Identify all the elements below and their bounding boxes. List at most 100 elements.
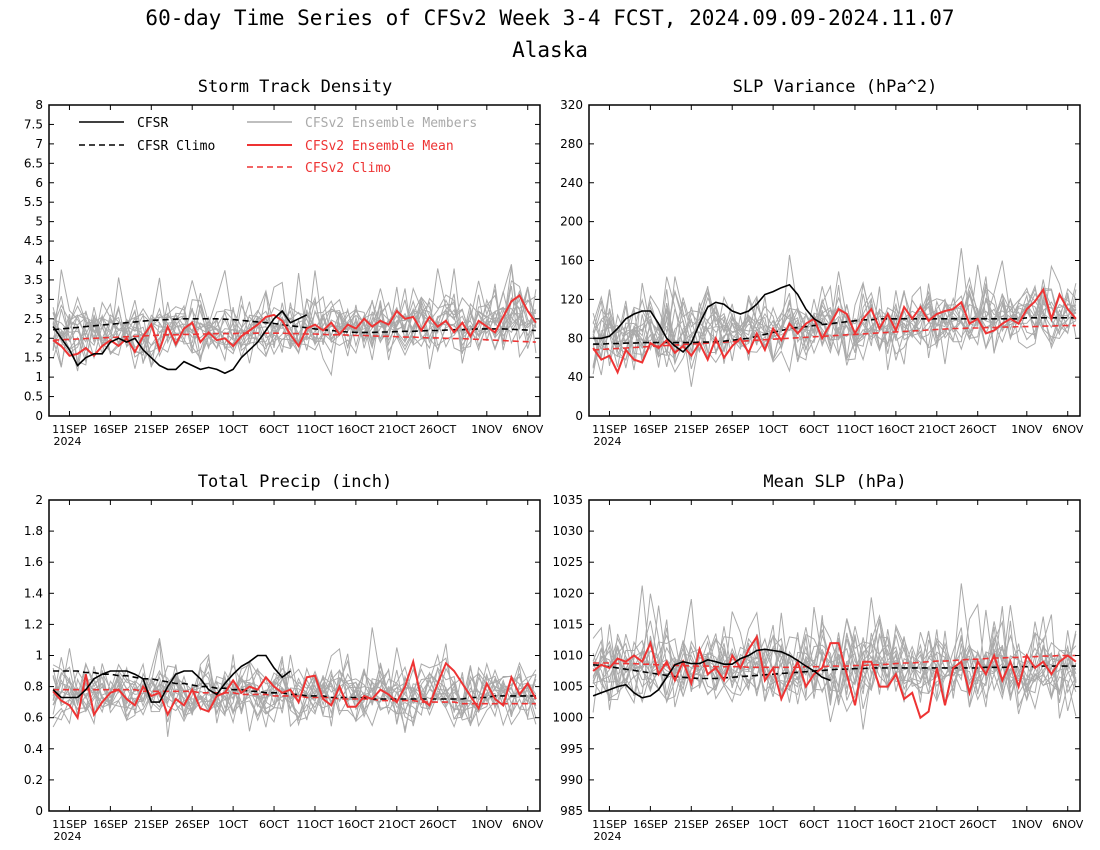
x-tick-label: 21OCT xyxy=(378,423,415,436)
x-tick-label: 11OCT xyxy=(836,818,873,831)
x-tick-label: 1NOV xyxy=(1011,423,1043,436)
series-line-cfsr xyxy=(52,654,291,703)
y-tick-label: 1030 xyxy=(552,524,583,538)
x-tick-label: 16SEP xyxy=(633,423,668,436)
legend-label-cfsr-climo: CFSR Climo xyxy=(137,139,215,154)
y-tick-label: 1.4 xyxy=(24,586,43,600)
y-tick-label: 1005 xyxy=(552,680,583,694)
y-tick-label: 80 xyxy=(568,331,583,345)
x-year-label: 2024 xyxy=(593,435,621,448)
y-tick-label: 0.2 xyxy=(24,773,43,787)
panel-title: Total Precip (inch) xyxy=(198,472,392,492)
y-tick-label: 0 xyxy=(35,409,43,423)
y-tick-label: 1.2 xyxy=(24,617,43,631)
plot-frame xyxy=(48,104,541,417)
y-tick-label: 1015 xyxy=(552,617,583,631)
x-tick-label: 26OCT xyxy=(419,818,456,831)
x-tick-label: 16OCT xyxy=(337,818,374,831)
x-tick-label: 11OCT xyxy=(836,423,873,436)
x-tick-label: 26OCT xyxy=(959,818,996,831)
y-tick-label: 8 xyxy=(35,98,43,112)
y-tick-label: 0.4 xyxy=(24,742,43,756)
y-tick-label: 985 xyxy=(560,804,583,818)
plot-area: 985 990 995 1000 1005 1010 1015 1020 1025 1030 103… xyxy=(552,493,1083,843)
series-line-cfsr-climo xyxy=(593,316,1076,345)
x-tick-label: 11SEP xyxy=(52,423,87,436)
series-line-cfsr xyxy=(592,648,831,699)
y-tick-label: 280 xyxy=(560,137,583,151)
series-line-ens-mean xyxy=(52,657,537,721)
y-tick-label: 7.5 xyxy=(24,117,43,131)
x-tick-label: 21SEP xyxy=(134,818,169,831)
x-tick-label: 6NOV xyxy=(512,818,544,831)
x-tick-label: 11OCT xyxy=(296,818,333,831)
x-year-label: 2024 xyxy=(53,830,81,843)
y-tick-label: 40 xyxy=(568,370,583,384)
x-tick-label: 1NOV xyxy=(471,423,503,436)
x-tick-label: 6OCT xyxy=(259,423,289,436)
y-tick-label: 5.5 xyxy=(24,195,43,209)
y-tick-label: 2 xyxy=(35,331,43,345)
y-tick-label: 1.5 xyxy=(24,351,43,365)
x-tick-label: 6OCT xyxy=(799,818,829,831)
plot-area: 0 0.2 0.4 0.6 0.8 1 1.2 1.4 1.6 1.8 2 11SEP 16SEP 21S… xyxy=(24,493,544,843)
y-tick-label: 7 xyxy=(35,137,43,151)
y-tick-label: 4.5 xyxy=(24,234,43,248)
ensemble-member-line xyxy=(592,607,1077,730)
ensemble-member-line xyxy=(52,638,537,733)
plot-area: 0 40 80 120 160 200 240 280 320 11SEP 16SEP 21SEP 26… xyxy=(560,98,1084,448)
y-tick-label: 6 xyxy=(35,176,43,190)
x-tick-label: 6NOV xyxy=(512,423,544,436)
y-tick-label: 4 xyxy=(35,254,43,268)
x-tick-label: 26SEP xyxy=(175,423,210,436)
y-tick-label: 2.5 xyxy=(24,312,43,326)
ensemble-member-line xyxy=(592,585,1077,701)
x-tick-label: 26SEP xyxy=(715,423,750,436)
ensemble-member-line xyxy=(592,286,1077,366)
y-tick-label: 1.6 xyxy=(24,555,43,569)
y-tick-label: 120 xyxy=(560,292,583,306)
ensemble-member-line xyxy=(52,666,537,727)
x-tick-label: 6NOV xyxy=(1052,423,1084,436)
panel-mean-slp: Mean SLP (hPa) 985 990 995 1000 1005 1010 1015… xyxy=(552,472,1083,843)
ensemble-member-line xyxy=(592,613,1077,706)
x-tick-label: 11SEP xyxy=(592,818,627,831)
x-tick-label: 6OCT xyxy=(799,423,829,436)
x-tick-label: 16OCT xyxy=(877,818,914,831)
legend-label-cfsv2-climo: CFSv2 Climo xyxy=(305,161,391,176)
x-tick-label: 1OCT xyxy=(758,423,788,436)
y-tick-label: 2 xyxy=(35,493,43,507)
x-tick-label: 16SEP xyxy=(93,423,128,436)
x-tick-label: 16SEP xyxy=(633,818,668,831)
y-tick-label: 240 xyxy=(560,176,583,190)
ensemble-member-line xyxy=(52,286,537,360)
y-tick-label: 1.8 xyxy=(24,524,43,538)
series-line-cfsr xyxy=(593,283,823,353)
x-year-label: 2024 xyxy=(593,830,621,843)
x-tick-label: 1NOV xyxy=(1011,818,1043,831)
x-tick-label: 21SEP xyxy=(134,423,169,436)
y-tick-label: 3 xyxy=(35,292,43,306)
ensemble-member-line xyxy=(592,276,1077,376)
panel-title: SLP Variance (hPa^2) xyxy=(733,77,938,97)
y-tick-label: 1010 xyxy=(552,649,583,663)
ensemble-member-line xyxy=(52,286,537,355)
y-tick-label: 0 xyxy=(35,804,43,818)
x-tick-label: 21OCT xyxy=(918,423,955,436)
ensemble-member-line xyxy=(52,664,537,728)
x-tick-label: 16OCT xyxy=(337,423,374,436)
x-tick-label: 16OCT xyxy=(877,423,914,436)
ensemble-member-line xyxy=(52,296,537,364)
y-tick-label: 3.5 xyxy=(24,273,43,287)
series-group xyxy=(592,583,1077,730)
y-tick-label: 1 xyxy=(35,370,43,384)
series-group xyxy=(52,627,537,737)
x-tick-label: 26SEP xyxy=(175,818,210,831)
x-tick-label: 6OCT xyxy=(259,818,289,831)
x-tick-label: 11OCT xyxy=(296,423,333,436)
legend: CFSR CFSR Climo CFSv2 Ensemble Members CFSv… xyxy=(79,116,477,176)
series-line-ens-mean xyxy=(592,287,1077,375)
ensemble-member-line xyxy=(592,276,1077,368)
panel-title: Mean SLP (hPa) xyxy=(763,472,906,492)
x-tick-label: 21OCT xyxy=(918,818,955,831)
